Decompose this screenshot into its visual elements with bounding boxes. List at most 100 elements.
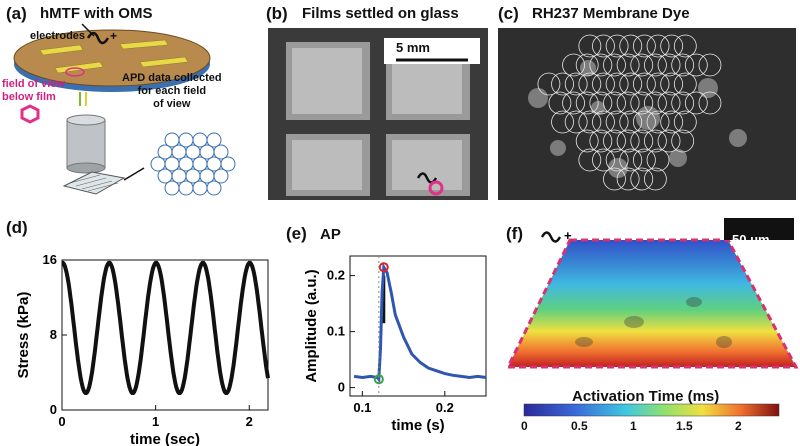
apd-label: APD data collected for each field of vie…	[122, 72, 222, 110]
fov-circle	[564, 110, 588, 134]
y-tick-label: 8	[50, 327, 57, 342]
fov-circle	[643, 91, 667, 115]
fov-circle	[605, 72, 629, 96]
panel-a-label: (a)	[6, 4, 27, 23]
fov-circle	[684, 53, 708, 77]
panel-a: (a) hMTF with OMS +	[0, 0, 260, 205]
colorbar-tick-2: 1	[630, 419, 637, 433]
stim-waveform-f	[540, 231, 562, 243]
fov-outline	[65, 67, 85, 77]
fov-circle	[673, 34, 697, 58]
y-tick-label: 0	[50, 402, 57, 417]
colorbar-tick-4: 2	[735, 419, 742, 433]
colorbar-tick-3: 1.5	[676, 419, 693, 433]
panel-e-label: (e)	[286, 224, 307, 243]
fov-circle	[548, 91, 572, 115]
x-tick-label: 1	[152, 414, 159, 429]
camera-icon	[66, 119, 106, 169]
fov-circle	[575, 91, 599, 115]
svg-text:+: +	[110, 29, 117, 43]
y-tick-label: 0.2	[327, 268, 345, 283]
fov-circle	[630, 91, 654, 115]
x-tick-label: 0.2	[436, 400, 454, 415]
y-tick-label: 0	[338, 380, 345, 395]
fov-circle	[684, 91, 708, 115]
stress-chart: 0 1 2 0 8 16 time (sec) Stress (kPa)	[15, 252, 270, 446]
fov-circle	[660, 110, 684, 134]
fov-circle	[605, 110, 629, 134]
fov-circle	[660, 34, 684, 58]
fov-circle	[643, 53, 667, 77]
panel-b-scale-label: 5 mm	[396, 40, 430, 55]
fov-circle	[605, 148, 629, 172]
panel-b-image: 5 mm	[268, 28, 488, 200]
fov-circle	[632, 110, 656, 134]
fov-circle	[673, 110, 697, 134]
fov-label: field of view below film	[2, 78, 65, 103]
panel-f-scale-label: 50 μm	[732, 232, 770, 247]
fov-circle	[630, 167, 654, 191]
fov-circle	[673, 72, 697, 96]
electrodes-label: electrodes	[30, 30, 86, 42]
colorbar-tick-0: 0	[521, 419, 528, 433]
fov-circle	[619, 72, 643, 96]
fov-circle	[632, 72, 656, 96]
fov-circle	[646, 34, 670, 58]
fov-circle	[660, 72, 684, 96]
panel-c: (c) RH237 Membrane Dye	[494, 0, 800, 205]
fov-circle	[619, 148, 643, 172]
fov-circle	[603, 91, 626, 115]
electrode-strips	[39, 39, 189, 74]
activation-region	[505, 238, 799, 369]
fov-circle	[562, 53, 585, 77]
x-tick-label: 2	[246, 414, 253, 429]
colorbar-tick-1: 0.5	[571, 419, 588, 433]
fov-circle	[603, 129, 626, 153]
fov-hexagon-icon	[20, 104, 40, 124]
panel-f: (f)	[494, 212, 800, 446]
fov-circle	[632, 34, 656, 58]
fov-circle	[619, 110, 643, 134]
fov-circle	[537, 72, 561, 96]
panel-b-label: (b)	[266, 4, 288, 23]
fov-circle	[657, 129, 681, 153]
fov-circle	[578, 34, 602, 58]
fov-circle	[630, 53, 654, 77]
fov-circle	[578, 110, 602, 134]
activation-map: +	[505, 218, 799, 417]
y-axis-label: Amplitude (a.u.)	[303, 269, 320, 382]
fov-circle	[646, 110, 670, 134]
panel-f-label: (f)	[506, 224, 523, 243]
fov-circle	[657, 91, 681, 115]
x-axis-label: time (s)	[391, 417, 444, 434]
fov-circle	[589, 53, 613, 77]
fov-circle	[578, 72, 602, 96]
panel-c-title: RH237 Membrane Dye	[532, 5, 690, 22]
panel-b: (b) Films settled on glass 5 mm	[262, 0, 492, 205]
fov-circle	[551, 72, 574, 96]
fov-circle	[630, 129, 654, 153]
ap-marker	[373, 374, 384, 385]
colorbar	[523, 403, 780, 417]
fov-circle	[562, 91, 585, 115]
fov-circle	[632, 148, 656, 172]
fov-circle	[564, 72, 588, 96]
panel-e-title: AP	[320, 226, 341, 243]
fov-circle	[592, 72, 615, 96]
fov-circle	[575, 129, 599, 153]
ap-chart: 0.1 0.2 0 0.1 0.2 time (s) Amplitude (a.u.)	[303, 255, 487, 434]
stress-series-line	[61, 260, 270, 395]
fov-circle	[578, 148, 602, 172]
fov-circle	[616, 91, 640, 115]
panel-d-label: (d)	[6, 218, 28, 237]
ap-series-line	[353, 262, 487, 383]
fov-circle	[671, 91, 695, 115]
electrodes-pointer	[81, 23, 95, 37]
ap-marker	[378, 262, 389, 273]
y-tick-label: 16	[43, 252, 57, 267]
panel-c-label: (c)	[498, 4, 519, 23]
fov-circle	[646, 72, 670, 96]
plot-frame	[349, 255, 487, 397]
fov-circle	[671, 53, 695, 77]
fov-circle	[603, 53, 626, 77]
